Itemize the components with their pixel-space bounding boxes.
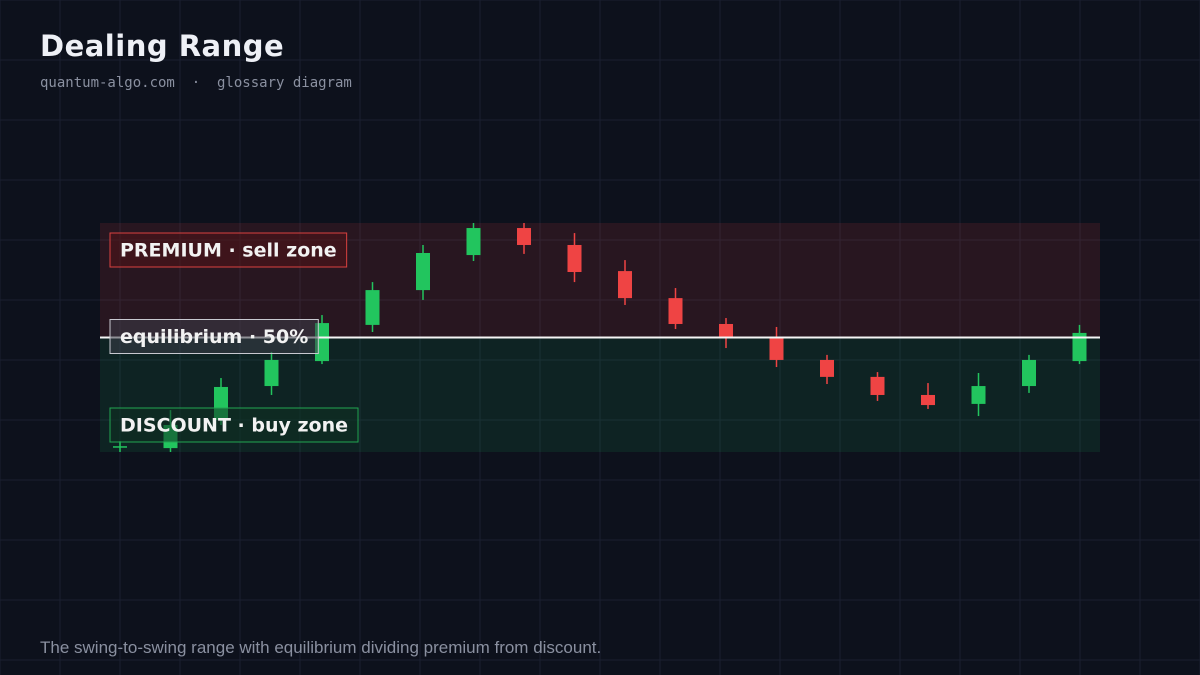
candle-body — [466, 228, 481, 256]
candle-body — [618, 271, 632, 299]
candle-body — [719, 323, 733, 338]
caption: The swing-to-swing range with equilibriu… — [40, 638, 601, 657]
premium-label: PREMIUM · sell zone — [120, 240, 337, 262]
candle-body — [870, 376, 885, 395]
equilibrium-label-box — [109, 319, 319, 354]
candle-body — [567, 244, 582, 273]
candle-body — [113, 446, 127, 448]
subtitle: quantum-algo.com · glossary diagram — [40, 75, 352, 91]
discount-label-box — [109, 407, 359, 443]
equilibrium-label: equilibrium · 50% — [120, 326, 308, 348]
candle-body — [264, 359, 279, 387]
candle-body — [668, 298, 683, 324]
candle-body — [517, 228, 531, 245]
discount-label: DISCOUNT · buy zone — [120, 415, 348, 437]
title: Dealing Range — [40, 29, 284, 63]
candle-body — [1072, 332, 1087, 362]
candle-body — [416, 252, 430, 291]
candle-body — [769, 337, 784, 360]
candle-body — [971, 386, 986, 404]
candle-body — [365, 290, 380, 325]
premium-label-box — [109, 232, 348, 268]
candle-body — [921, 394, 935, 406]
candle-body — [820, 359, 834, 377]
candle-body — [1022, 359, 1036, 387]
